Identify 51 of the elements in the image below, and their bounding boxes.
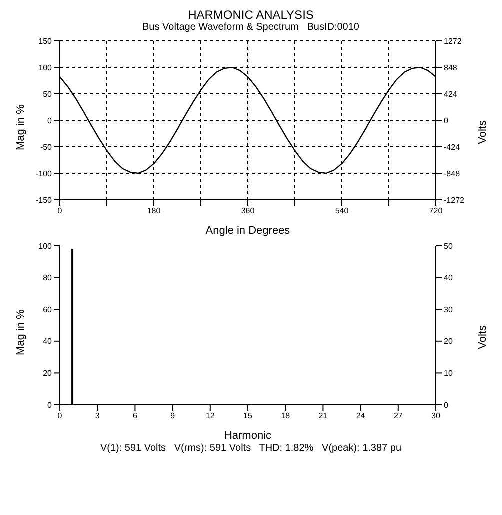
y2-tick-label: 0 — [444, 116, 449, 126]
x-tick-label: 360 — [241, 206, 256, 216]
y-tick-label: 40 — [43, 337, 53, 346]
y-tick-label: 100 — [38, 63, 53, 72]
y-tick-label: -150 — [36, 196, 53, 205]
y-tick-label: 60 — [43, 305, 53, 314]
y2-tick-label: 0 — [444, 400, 449, 410]
y-tick-label: 20 — [43, 369, 53, 378]
y-axis-title: Mag in % — [14, 104, 27, 150]
y2-axis-title: Volts — [476, 120, 489, 144]
y-axis-title: Mag in % — [14, 309, 27, 356]
y2-tick-label: 10 — [444, 369, 454, 378]
x-tick-label: 3 — [95, 412, 100, 421]
x-tick-label: 540 — [335, 206, 350, 216]
y2-tick-label: -1272 — [444, 196, 466, 205]
y2-tick-label: 424 — [444, 90, 458, 99]
y2-tick-label: -848 — [444, 169, 461, 178]
chart-title: HARMONIC ANALYSIS — [187, 8, 315, 22]
y2-axis-title: Volts — [476, 325, 489, 350]
x-axis-title: Harmonic — [224, 430, 272, 442]
x-tick-label: 24 — [356, 412, 366, 421]
y2-tick-label: 1272 — [444, 36, 462, 46]
chart-subtitle: Bus Voltage Waveform & Spectrum BusID:0010 — [142, 22, 360, 33]
x-tick-label: 21 — [318, 412, 328, 421]
y2-tick-label: 50 — [444, 242, 454, 251]
y2-tick-label: 30 — [444, 305, 454, 314]
x-tick-label: 0 — [58, 412, 63, 421]
x-tick-label: 180 — [147, 206, 162, 216]
y2-tick-label: 848 — [444, 63, 458, 72]
y2-tick-label: 20 — [444, 337, 454, 346]
x-tick-label: 15 — [244, 412, 253, 421]
y2-tick-label: -424 — [444, 142, 461, 152]
text: V(1): 591 Volts V(rms): 591 Volts THD: 1.82% V(peak): 1.387 pu — [99, 443, 403, 454]
y-tick-label: 50 — [43, 90, 53, 99]
x-axis-title: Angle in Degrees — [206, 225, 291, 237]
y-tick-label: -100 — [36, 169, 53, 178]
x-tick-label: 27 — [394, 412, 404, 421]
y-tick-label: 100 — [38, 242, 53, 251]
x-tick-label: 6 — [132, 412, 138, 421]
x-tick-label: 9 — [170, 412, 176, 421]
y-tick-label: 0 — [48, 400, 53, 410]
y-tick-label: 80 — [43, 274, 53, 283]
x-tick-label: 0 — [58, 206, 63, 216]
y-tick-label: 150 — [38, 36, 53, 46]
x-tick-label: 12 — [206, 412, 216, 421]
x-tick-label: 720 — [429, 206, 444, 216]
y2-tick-label: 40 — [444, 274, 454, 283]
x-tick-label: 18 — [281, 412, 291, 421]
y-tick-label: -50 — [40, 142, 53, 152]
y-tick-label: 0 — [48, 116, 53, 126]
x-tick-label: 30 — [432, 412, 441, 421]
